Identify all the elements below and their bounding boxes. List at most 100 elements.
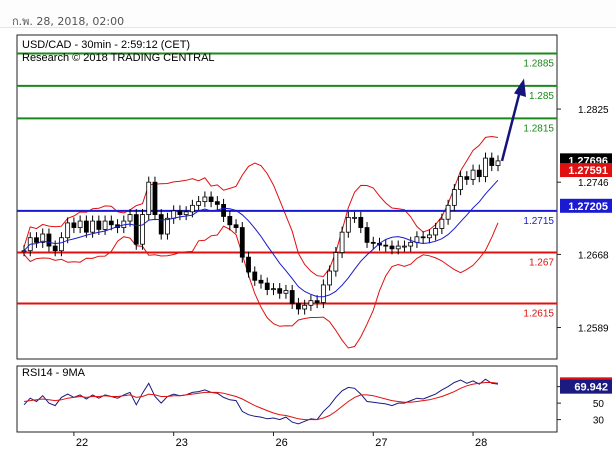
y-tick-label: 1.2668 bbox=[578, 250, 609, 261]
x-tick-label: 27 bbox=[375, 437, 387, 449]
forecast-arrow-shaft bbox=[500, 82, 524, 162]
level-label: 1.2615 bbox=[523, 308, 554, 319]
candle-body bbox=[345, 216, 351, 233]
candle-body bbox=[252, 271, 258, 281]
candle-body bbox=[183, 211, 189, 215]
candle-body bbox=[77, 220, 83, 228]
candle-body bbox=[458, 176, 463, 190]
candle-body bbox=[208, 196, 214, 203]
candle-body bbox=[483, 157, 488, 178]
chart-subtitle: Research © 2018 TRADING CENTRAL bbox=[22, 52, 215, 64]
candle-body bbox=[277, 288, 283, 294]
candle-body bbox=[320, 284, 326, 303]
candle-body bbox=[165, 217, 170, 235]
forecast-arrow-head bbox=[514, 78, 526, 98]
candle-body bbox=[171, 210, 177, 219]
candle-body bbox=[258, 279, 264, 284]
bands-layer bbox=[23, 135, 499, 349]
candle-body bbox=[389, 245, 395, 250]
price-badge bbox=[560, 163, 612, 178]
candle-body bbox=[196, 201, 202, 206]
level-label: 1.2885 bbox=[523, 59, 554, 70]
candle-body bbox=[21, 250, 27, 253]
candle-body bbox=[90, 220, 96, 233]
candle-body bbox=[314, 300, 320, 303]
candle-body bbox=[177, 210, 183, 215]
candle-body bbox=[108, 220, 114, 226]
candle-body bbox=[433, 228, 439, 236]
rsi-title: RSI14 - 9MA bbox=[22, 367, 86, 379]
candle-body bbox=[271, 288, 276, 291]
rsi-panel bbox=[16, 365, 558, 433]
ma-layer bbox=[23, 179, 499, 298]
candle-body bbox=[414, 236, 420, 243]
candle-body bbox=[470, 169, 476, 180]
candle-body bbox=[451, 189, 457, 206]
levels-layer: 1.2885 1.285 1.2815 1.2715 1.267 1.2615 bbox=[17, 52, 557, 319]
candle-body bbox=[133, 214, 139, 245]
candle-body bbox=[439, 218, 445, 229]
candle-body bbox=[127, 214, 133, 222]
candle-body bbox=[408, 241, 414, 247]
candle-body bbox=[221, 204, 226, 217]
candle-body bbox=[264, 282, 270, 290]
candle-body bbox=[358, 216, 364, 228]
rsi-layer bbox=[23, 378, 499, 425]
level-label: 1.2815 bbox=[523, 123, 554, 134]
candle-body bbox=[302, 304, 308, 310]
candle-body bbox=[352, 216, 357, 219]
candle-body bbox=[283, 290, 289, 294]
x-tick-label: 26 bbox=[275, 437, 287, 449]
candle-body bbox=[40, 233, 46, 243]
candle-body bbox=[83, 220, 89, 233]
candle-body bbox=[146, 181, 152, 215]
bollinger-upper bbox=[23, 135, 499, 278]
candle-body bbox=[308, 300, 314, 306]
candle-body bbox=[239, 227, 245, 258]
candle-body bbox=[227, 216, 233, 226]
rsi-y-tick-label: 30 bbox=[593, 416, 605, 427]
candle-body bbox=[333, 252, 339, 272]
candle-body bbox=[152, 181, 158, 215]
candle-body bbox=[96, 220, 102, 230]
candle-body bbox=[296, 303, 301, 310]
candle-body bbox=[370, 241, 376, 244]
candles-layer bbox=[21, 152, 501, 315]
chart-title: USD/CAD - 30min - 2:59:12 (CET) bbox=[22, 39, 190, 51]
candle-body bbox=[59, 237, 64, 252]
level-label: 1.2715 bbox=[523, 216, 554, 227]
y-tick-label: 1.2746 bbox=[578, 178, 609, 189]
moving-average-line bbox=[23, 179, 499, 298]
candle-body bbox=[158, 214, 164, 235]
price-badge bbox=[560, 198, 612, 213]
candle-body bbox=[214, 201, 220, 205]
candle-body bbox=[140, 214, 145, 245]
candle-body bbox=[202, 196, 208, 203]
candle-body bbox=[65, 222, 71, 239]
candle-body bbox=[395, 245, 401, 250]
candle-body bbox=[464, 176, 470, 180]
candle-body bbox=[327, 270, 333, 286]
x-tick-label: 28 bbox=[475, 437, 487, 449]
price-badge-label: 1.27591 bbox=[568, 165, 608, 177]
rsi-y-tick-label: 50 bbox=[593, 399, 605, 410]
price-badge-label: 1.27205 bbox=[568, 201, 608, 213]
price-panel bbox=[16, 34, 558, 360]
candle-body bbox=[402, 245, 407, 248]
candle-body bbox=[339, 231, 345, 253]
candle-body bbox=[383, 244, 389, 247]
candle-body bbox=[246, 256, 251, 273]
candle-body bbox=[189, 204, 195, 213]
candle-body bbox=[289, 290, 295, 304]
rsi-badge-label: 69.942 bbox=[574, 382, 608, 394]
candle-body bbox=[445, 204, 451, 220]
candle-body bbox=[489, 157, 495, 166]
rsi-badge bbox=[560, 379, 612, 394]
candle-body bbox=[102, 220, 108, 230]
candle-body bbox=[364, 227, 370, 243]
level-label: 1.285 bbox=[529, 91, 554, 102]
axes-layer: 1.28251.27461.26681.25891.276961.275911.… bbox=[73, 105, 612, 449]
x-tick-label: 22 bbox=[76, 437, 88, 449]
candle-body bbox=[71, 222, 77, 228]
